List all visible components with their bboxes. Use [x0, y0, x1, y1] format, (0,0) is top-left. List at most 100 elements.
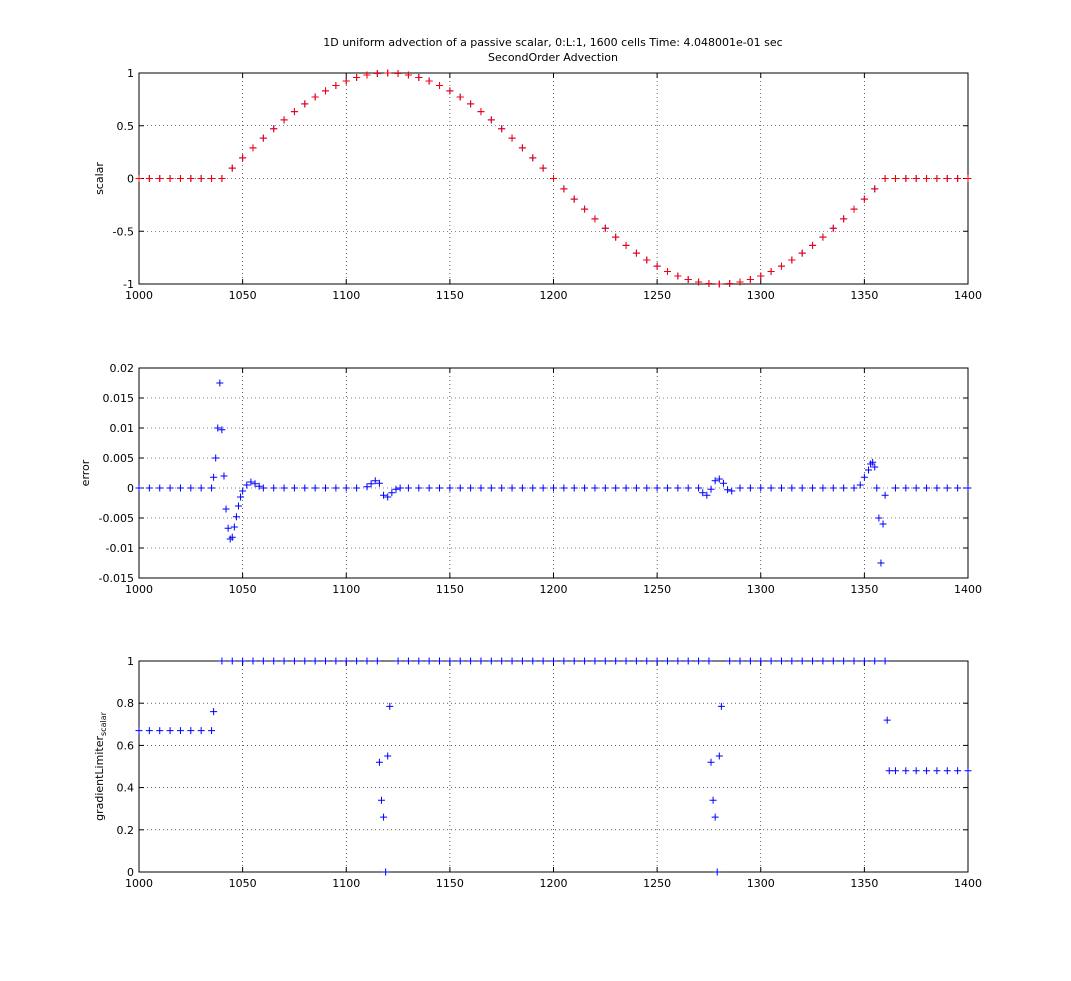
data-point: [156, 484, 164, 492]
data-point: [850, 205, 858, 213]
data-point: [726, 657, 734, 665]
y-tick-label: 1: [127, 655, 134, 668]
data-point: [643, 256, 651, 264]
data-point: [819, 657, 827, 665]
data-point: [353, 484, 361, 492]
data-point: [875, 514, 883, 522]
data-point: [954, 175, 962, 182]
data-point: [332, 657, 340, 665]
data-point: [581, 205, 589, 213]
y-tick-label: 0.015: [103, 392, 135, 405]
data-point: [622, 241, 630, 249]
data-point: [850, 657, 858, 665]
y-axis-label: scalar: [93, 162, 106, 195]
data-point: [695, 657, 703, 665]
data-point: [342, 657, 350, 665]
data-point: [467, 100, 475, 108]
x-tick-label: 1400: [954, 877, 982, 890]
data-point: [746, 484, 754, 492]
data-point: [498, 484, 506, 492]
x-tick-label: 1000: [125, 583, 153, 596]
data-point: [591, 215, 599, 223]
data-point: [212, 454, 220, 462]
data-point: [539, 164, 547, 172]
data-point: [954, 767, 962, 775]
data-point: [392, 485, 400, 493]
data-point: [456, 93, 464, 101]
data-point: [259, 134, 267, 142]
data-point: [487, 116, 495, 124]
data-point: [809, 484, 817, 492]
y-axis-label-main: gradientLimiter: [93, 736, 106, 821]
data-point: [467, 657, 475, 665]
data-point: [873, 484, 881, 492]
data-point: [726, 279, 734, 287]
data-point: [954, 484, 962, 492]
data-point: [518, 144, 526, 152]
data-point: [912, 175, 920, 182]
x-tick-label: 1250: [643, 289, 671, 302]
data-point: [518, 657, 526, 665]
data-point: [871, 463, 879, 471]
data-point: [881, 491, 889, 499]
data-point: [239, 154, 247, 162]
data-point: [912, 484, 920, 492]
data-point: [923, 484, 931, 492]
data-point: [228, 533, 236, 541]
y-tick-label: -0.015: [99, 572, 134, 585]
y-axis-label-subscript: scalar: [99, 711, 108, 736]
data-point: [869, 458, 877, 466]
data-point: [384, 752, 392, 760]
data-point: [477, 657, 485, 665]
data-point: [210, 473, 218, 481]
data-point: [301, 100, 309, 108]
data-point: [746, 275, 754, 283]
data-point: [425, 77, 433, 85]
data-point: [943, 767, 951, 775]
data-point: [819, 233, 827, 241]
data-point: [891, 767, 899, 775]
data-point: [166, 175, 174, 182]
data-point: [404, 71, 412, 79]
data-point: [860, 473, 868, 481]
data-point: [736, 484, 744, 492]
data-point: [415, 484, 423, 492]
data-point: [446, 657, 454, 665]
data-point: [881, 657, 889, 665]
data-point: [425, 657, 433, 665]
data-point: [601, 484, 609, 492]
data-point: [239, 657, 247, 665]
data-point: [550, 484, 557, 492]
axes: 1000 1050 1100 1150 1200 1250 1300 1350 1400 -0.0…: [79, 362, 982, 596]
data-point: [560, 185, 568, 193]
x-tick-label: 1200: [540, 583, 568, 596]
data-point: [719, 479, 727, 487]
x-tick-label: 1400: [954, 583, 982, 596]
data-point: [380, 813, 388, 821]
data-point: [197, 484, 205, 492]
data-point: [156, 727, 164, 735]
data-point: [176, 727, 184, 735]
data-point: [243, 481, 251, 489]
data-point: [477, 484, 485, 492]
y-tick-label: 0: [127, 482, 134, 495]
data-point: [290, 484, 298, 492]
data-point: [703, 491, 711, 499]
data-point: [856, 481, 864, 489]
data-point: [850, 484, 858, 492]
x-tick-label: 1150: [436, 583, 464, 596]
series: [135, 69, 972, 288]
chart-subtitle: SecondOrder Advection: [488, 51, 618, 64]
data-point: [871, 185, 879, 193]
data-point: [902, 484, 910, 492]
data-point: [382, 868, 390, 876]
data-point: [384, 69, 392, 77]
data-point: [280, 116, 288, 124]
data-point: [757, 657, 765, 665]
data-point: [322, 87, 330, 95]
data-point: [234, 502, 242, 510]
data-point: [674, 484, 682, 492]
x-tick-label: 1200: [540, 877, 568, 890]
data-point: [707, 758, 715, 766]
data-point: [840, 215, 848, 223]
